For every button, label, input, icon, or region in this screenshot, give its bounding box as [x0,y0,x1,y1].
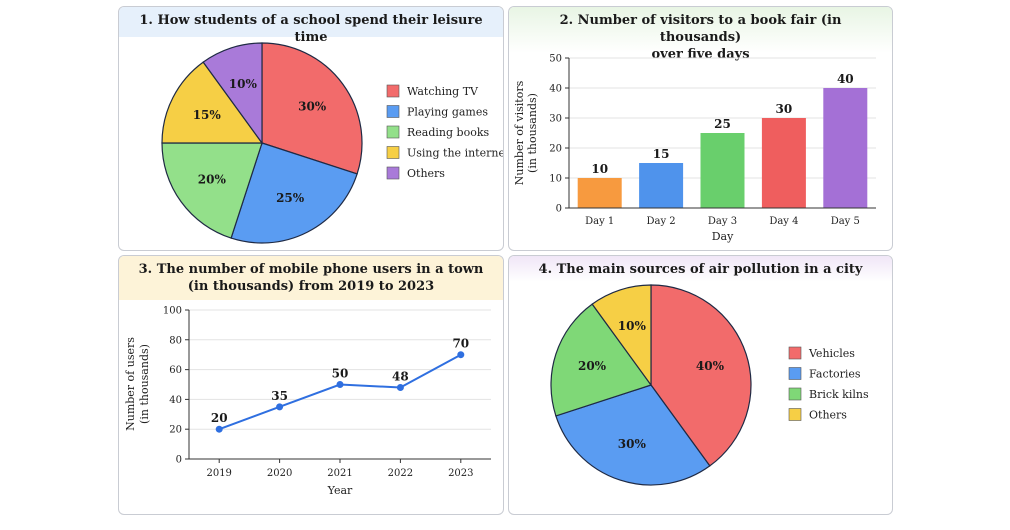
legend-swatch [386,84,400,98]
bar-chart-book-fair: 0 10 20 30 40 50 10 Day 1 15 Day 2 25 Day 3 30 Day 4 4… [513,54,876,243]
pie-slice [555,384,711,486]
bar-value-label: 10 [591,162,608,176]
slice-label: 30% [618,437,647,451]
bar-value-label: 30 [776,102,793,116]
data-point [276,403,284,411]
slice-label: 20% [198,172,227,186]
slice-label: 20% [578,359,607,373]
x-tick-label: 2022 [388,468,413,479]
y-axis-title: Number of users [124,337,137,431]
legend-swatch [386,146,400,159]
data-point [457,351,465,359]
chart-title: 1. How students of a school spend their … [119,7,503,45]
pie-slice [550,303,652,417]
data-point [396,383,404,391]
y-tick-label: 30 [549,114,562,125]
legend-label: Factories [809,368,861,381]
x-tick-label: 2023 [448,468,473,479]
legend-swatch [788,346,802,360]
legend-swatch [788,367,802,380]
point-value-label: 70 [452,337,469,351]
slice-label: 15% [193,108,222,122]
bar [639,163,684,208]
legend-swatch [788,387,802,401]
pie-chart-air-pollution: 40% 30% 20% 10% Vehicles Factories Brick kilns… [550,284,869,486]
chart-title: 3. The number of mobile phone users in a… [119,256,503,300]
x-tick-label: Day 3 [708,216,737,227]
y-tick-label: 80 [169,335,182,346]
x-tick-label: 2020 [267,468,292,479]
chart-panel-book-fair: 2. Number of visitors to a book fair (in… [508,6,893,251]
bar [761,118,806,208]
chart-title: 4. The main sources of air pollution in … [509,256,892,282]
chart-panel-mobile-users: 3. The number of mobile phone users in a… [118,255,504,515]
bar [823,88,868,208]
bar [700,133,745,208]
point-value-label: 20 [211,411,228,425]
y-tick-label: 50 [549,54,562,65]
legend-label: Playing games [407,106,488,119]
data-point [215,425,223,433]
y-tick-label: 20 [169,425,182,436]
bar-value-label: 40 [837,72,854,86]
x-tick-label: Day 5 [831,216,860,227]
pie-slice [161,61,264,144]
x-axis-title: Year [327,484,353,497]
legend-label: Others [809,409,847,422]
y-axis-title: (in thousands) [138,344,151,424]
x-tick-label: Day 4 [769,216,798,227]
slice-label: 10% [618,319,647,333]
slice-label: 10% [229,77,258,91]
bar-value-label: 25 [714,117,731,131]
point-value-label: 35 [271,389,288,403]
pie-chart-leisure: 30% 25% 20% 15% 10% Watching TV Playing games R… [161,42,503,244]
y-axis-title: (in thousands) [526,93,539,173]
x-tick-label: 2019 [206,468,231,479]
pie-slice [650,284,752,467]
legend-label: Others [407,167,445,180]
x-tick-label: Day 1 [585,216,614,227]
x-tick-label: 2021 [327,468,352,479]
legend-label: Reading books [407,126,489,139]
x-tick-label: Day 2 [647,216,676,227]
x-axis-title: Day [712,230,734,243]
slice-label: 30% [298,100,327,114]
legend-swatch [386,166,400,180]
legend-label: Watching TV [407,85,479,98]
line-chart-mobile-users: 0 20 40 60 80 100 20 2019 35 2020 50 2021 48 2022 70 20… [124,306,491,497]
y-tick-label: 10 [549,174,562,185]
legend-label: Vehicles [808,347,855,360]
legend-label: Using the internet [407,147,503,160]
pie-slice [161,142,263,239]
y-tick-label: 20 [549,144,562,155]
y-tick-label: 40 [549,84,562,95]
bar [577,178,622,208]
bar-value-label: 15 [653,147,670,161]
pie-slice [202,42,263,145]
legend-swatch [788,408,802,421]
slice-label: 25% [276,191,305,205]
pie-slice [230,142,358,244]
point-value-label: 48 [392,369,409,383]
y-tick-label: 100 [163,306,182,317]
y-axis-title: Number of visitors [513,80,526,185]
point-value-label: 50 [332,367,349,381]
pie-slice [591,284,652,387]
y-tick-label: 40 [169,395,182,406]
slice-label: 40% [696,359,725,373]
y-tick-label: 0 [176,455,182,466]
y-tick-label: 60 [169,365,182,376]
y-tick-label: 0 [556,204,562,215]
legend-label: Brick kilns [809,388,869,401]
pie-slice [261,42,363,175]
chart-panel-leisure: 1. How students of a school spend their … [118,6,504,251]
legend-swatch [386,125,400,139]
data-point [336,381,344,388]
chart-panel-air-pollution: 4. The main sources of air pollution in … [508,255,893,515]
legend-swatch [386,105,400,118]
